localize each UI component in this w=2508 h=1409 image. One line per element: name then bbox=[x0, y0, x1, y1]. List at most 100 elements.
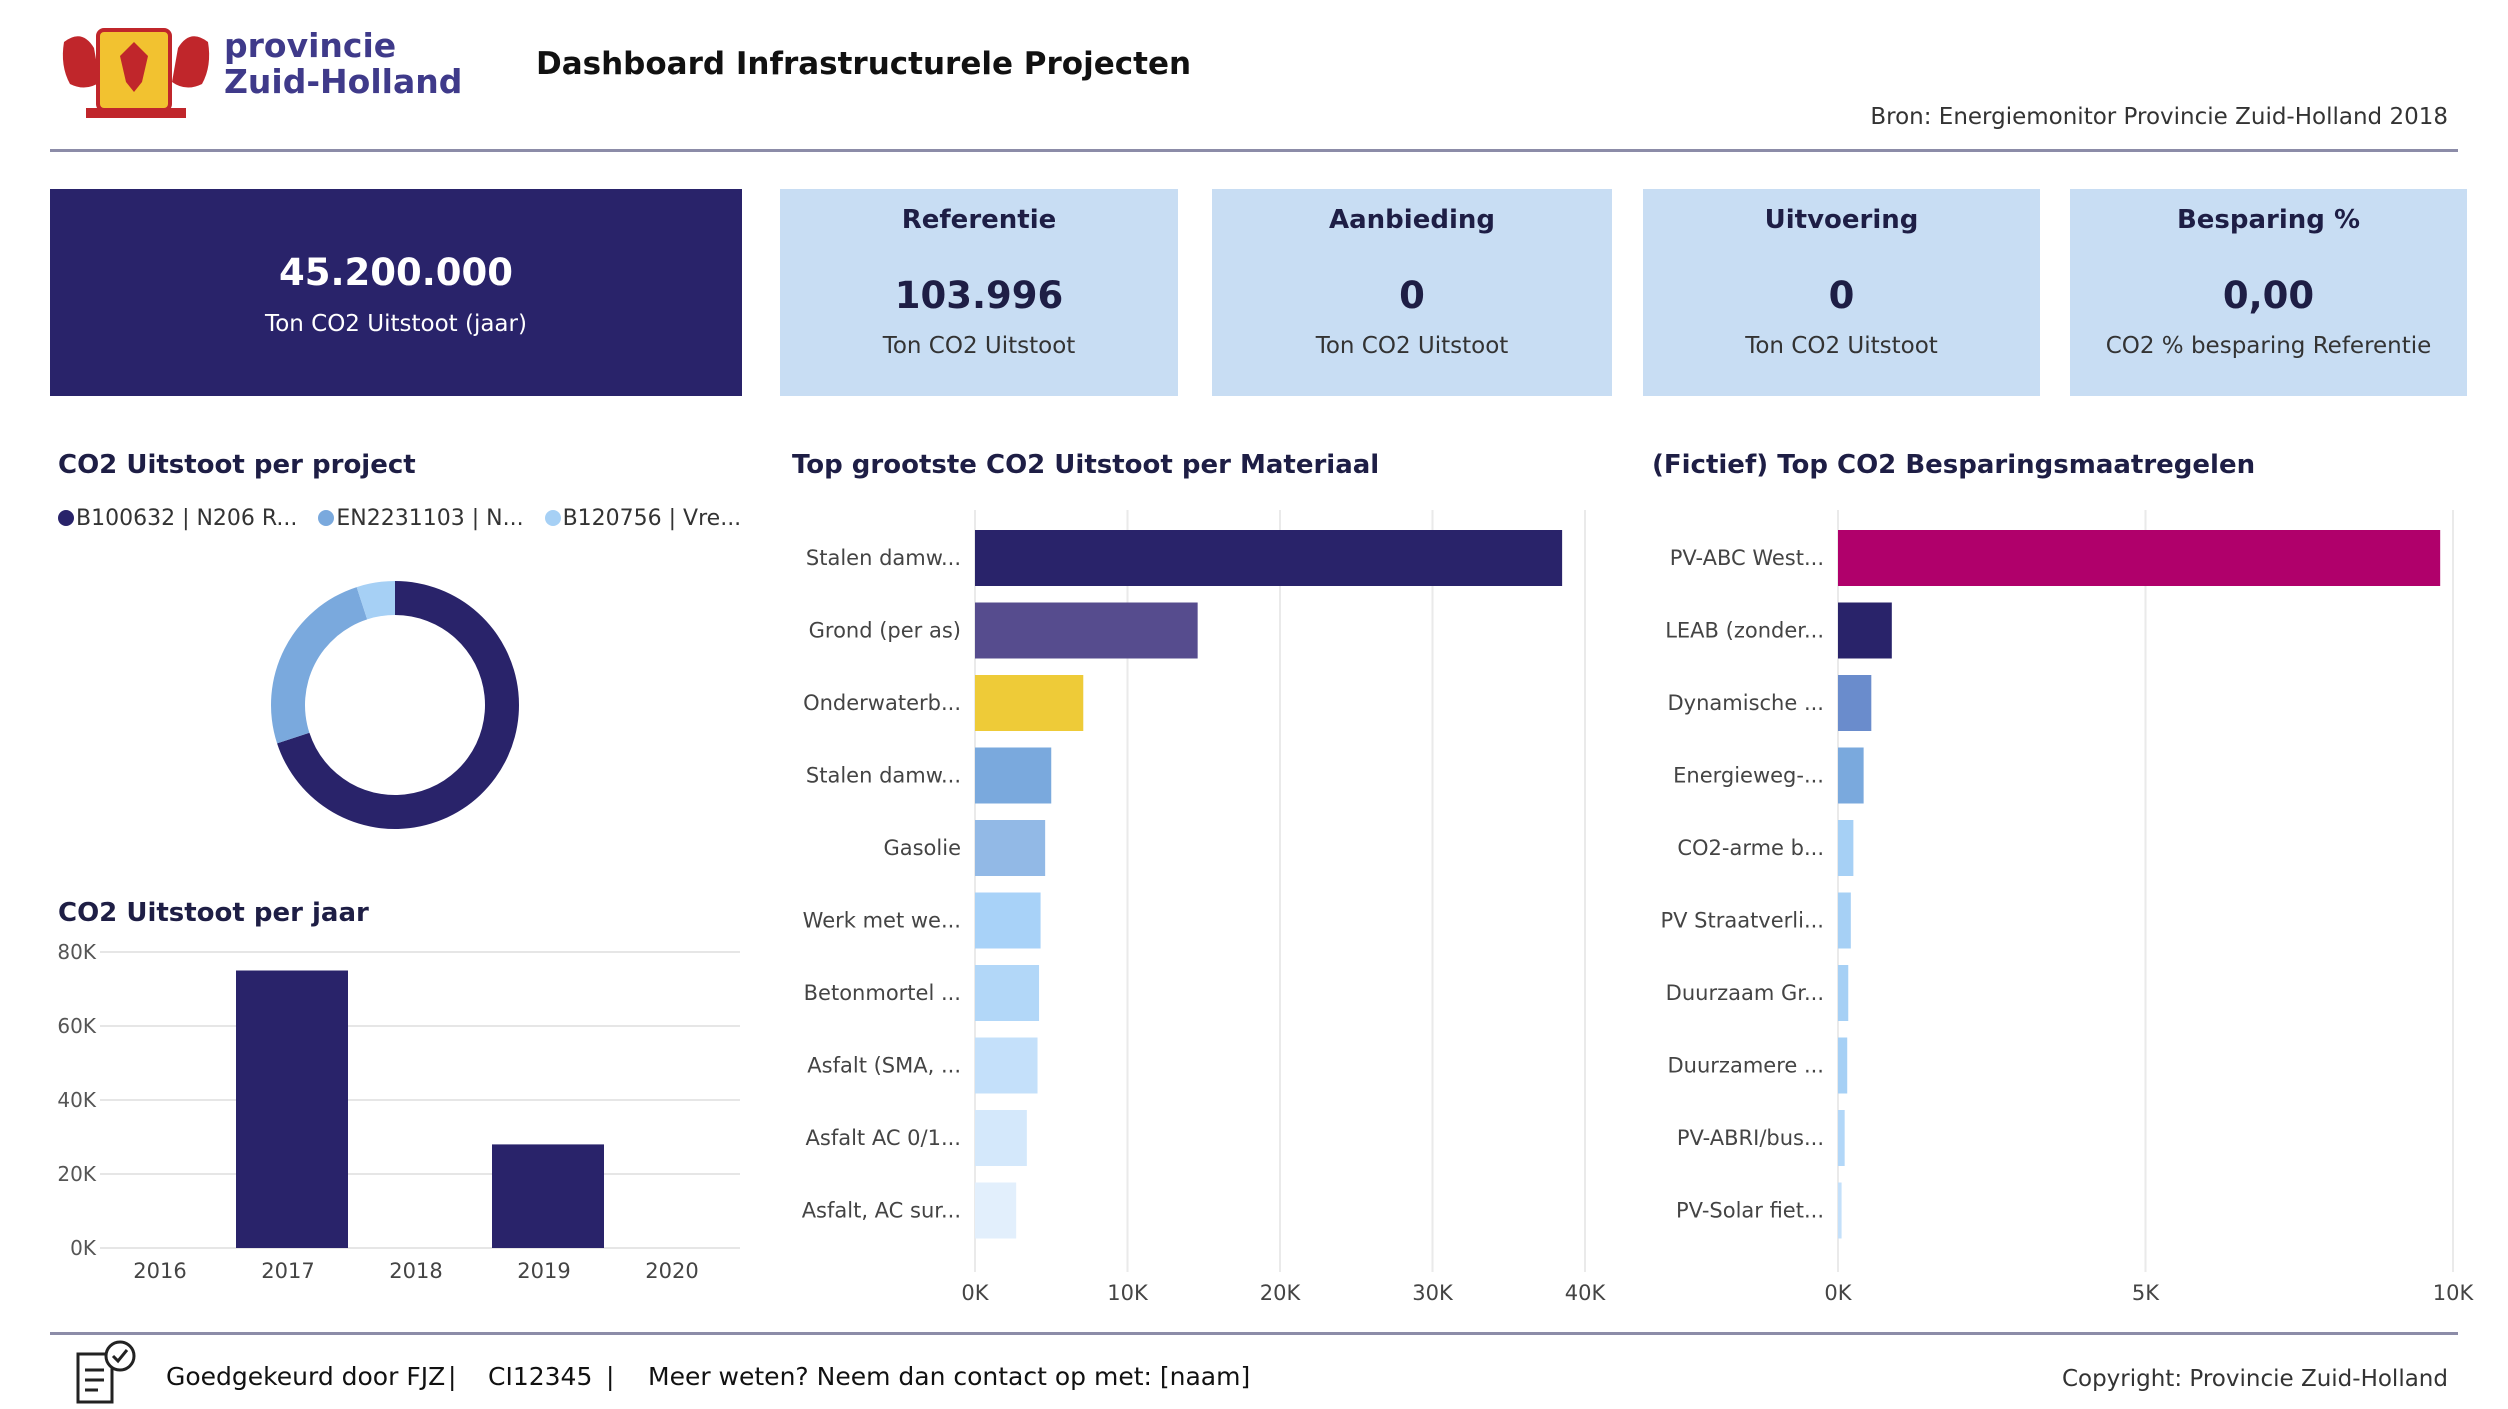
donut-slice bbox=[271, 587, 368, 744]
kpi-title: Aanbieding bbox=[1329, 205, 1495, 235]
source-note: Bron: Energiemonitor Provincie Zuid-Holl… bbox=[1870, 104, 2448, 130]
x-tick-label: 2018 bbox=[389, 1259, 442, 1283]
bar-item[interactable] bbox=[1838, 820, 1854, 876]
kpi-total-emission: 45.200.000 Ton CO2 Uitstoot (jaar) bbox=[50, 189, 742, 396]
header-divider bbox=[50, 149, 2458, 152]
x-tick-label: 40K bbox=[1565, 1281, 1607, 1305]
bar-item[interactable] bbox=[1838, 965, 1849, 1021]
kpi-label: Ton CO2 Uitstoot bbox=[1745, 333, 1938, 359]
kpi-label: CO2 % besparing Referentie bbox=[2105, 333, 2432, 359]
legend-dot bbox=[58, 510, 74, 526]
bar-item[interactable] bbox=[975, 530, 1563, 586]
legend-item[interactable]: B100632 | N206 R... bbox=[58, 506, 297, 531]
y-tick-label: 20K bbox=[57, 1162, 96, 1186]
kpi-label: Ton CO2 Uitstoot bbox=[882, 333, 1076, 359]
kpi-total-label: Ton CO2 Uitstoot (jaar) bbox=[265, 311, 527, 337]
bar-label[interactable]: CO2-arme b... bbox=[1677, 836, 1824, 860]
kpi-aanbieding: Aanbieding 0 Ton CO2 Uitstoot bbox=[1212, 189, 1612, 396]
kpi-total-value: 45.200.000 bbox=[278, 251, 514, 294]
x-tick-label: 30K bbox=[1412, 1281, 1454, 1305]
legend-dot bbox=[544, 510, 561, 526]
savings-chart-title: (Fictief) Top CO2 Besparingsmaatregelen bbox=[1652, 450, 2256, 480]
legend-item[interactable]: B120756 | Vre... bbox=[544, 506, 741, 531]
bar-label[interactable]: Energieweg-... bbox=[1673, 764, 1824, 788]
bar-label[interactable]: Grond (per as) bbox=[809, 619, 961, 643]
bar-item[interactable] bbox=[975, 820, 1046, 876]
bar-label[interactable]: Duurzaam Gr... bbox=[1666, 981, 1824, 1005]
y-tick-label: 80K bbox=[57, 940, 96, 964]
donut-chart[interactable] bbox=[260, 570, 530, 840]
bar-item[interactable] bbox=[1838, 530, 2441, 586]
x-tick-label: 0K bbox=[1824, 1281, 1852, 1305]
footer-separator: | bbox=[448, 1362, 457, 1391]
year-bar-chart[interactable]: 0K 20K 40K 60K 80K 2016 2017 2018 2019 2020 bbox=[40, 930, 750, 1300]
kpi-label: Ton CO2 Uitstoot bbox=[1315, 333, 1509, 359]
bar-year[interactable] bbox=[236, 970, 348, 1249]
copyright: Copyright: Provincie Zuid-Holland bbox=[2061, 1366, 2448, 1392]
kpi-value: 103.996 bbox=[894, 274, 1064, 317]
bar-item[interactable] bbox=[975, 892, 1041, 949]
bar-item[interactable] bbox=[1838, 675, 1872, 731]
bar-label[interactable]: PV-ABRI/bus... bbox=[1677, 1126, 1824, 1150]
footer-divider bbox=[50, 1332, 2458, 1335]
bar-item[interactable] bbox=[1838, 1182, 1842, 1239]
bar-label[interactable]: Onderwaterb... bbox=[803, 691, 961, 715]
bar-item[interactable] bbox=[975, 747, 1052, 804]
bar-item[interactable] bbox=[1838, 1037, 1848, 1094]
bar-item[interactable] bbox=[1838, 892, 1851, 949]
bar-label[interactable]: Dynamische ... bbox=[1668, 691, 1825, 715]
bar-item[interactable] bbox=[975, 675, 1084, 731]
bar-label[interactable]: PV Straatverli... bbox=[1660, 909, 1824, 933]
bar-label[interactable]: Stalen damw... bbox=[806, 764, 961, 788]
x-tick-label: 2019 bbox=[517, 1259, 570, 1283]
donut-chart-title: CO2 Uitstoot per project bbox=[58, 450, 416, 480]
bar-label[interactable]: Werk met we... bbox=[803, 909, 961, 933]
legend-item[interactable]: EN2231103 | N... bbox=[318, 506, 524, 531]
bar-item[interactable] bbox=[975, 602, 1198, 659]
bar-item[interactable] bbox=[1838, 747, 1864, 804]
bar-label[interactable]: PV-Solar fiet... bbox=[1676, 1199, 1824, 1223]
bar-label[interactable]: Duurzamere ... bbox=[1668, 1054, 1825, 1078]
bar-item[interactable] bbox=[975, 1110, 1027, 1166]
year-chart-title: CO2 Uitstoot per jaar bbox=[58, 898, 369, 928]
x-tick-label: 2017 bbox=[261, 1259, 314, 1283]
bar-item[interactable] bbox=[975, 965, 1040, 1021]
bar-year[interactable] bbox=[492, 1144, 604, 1248]
bar-item[interactable] bbox=[1838, 1110, 1845, 1166]
bar-item[interactable] bbox=[1838, 602, 1892, 659]
contact-text: Meer weten? Neem dan contact op met: [na… bbox=[648, 1362, 1251, 1391]
bar-label[interactable]: Asfalt, AC sur... bbox=[802, 1199, 961, 1223]
x-tick-label: 10K bbox=[2433, 1281, 2475, 1305]
kpi-referentie: Referentie 103.996 Ton CO2 Uitstoot bbox=[780, 189, 1178, 396]
y-tick-label: 0K bbox=[70, 1236, 97, 1260]
x-tick-label: 20K bbox=[1260, 1281, 1302, 1305]
x-tick-label: 0K bbox=[961, 1281, 989, 1305]
bar-item[interactable] bbox=[975, 1037, 1038, 1094]
x-tick-label: 2020 bbox=[645, 1259, 698, 1283]
legend-dot bbox=[318, 510, 335, 526]
kpi-title: Referentie bbox=[901, 205, 1057, 235]
y-tick-label: 40K bbox=[57, 1088, 96, 1112]
bar-label[interactable]: Betonmortel ... bbox=[804, 981, 961, 1005]
bar-label[interactable]: Gasolie bbox=[883, 836, 961, 860]
bar-label[interactable]: LEAB (zonder... bbox=[1665, 619, 1824, 643]
bar-label[interactable]: Stalen damw... bbox=[806, 546, 961, 570]
y-tick-label: 60K bbox=[57, 1014, 96, 1038]
bar-label[interactable]: PV-ABC West... bbox=[1670, 546, 1824, 570]
page-title: Dashboard Infrastructurele Projecten bbox=[536, 46, 1192, 82]
savings-bar-chart[interactable]: 0K 5K 10K PV-ABC West... LEAB (zonder... Dyna… bbox=[1650, 500, 2480, 1320]
bar-label[interactable]: Asfalt (SMA, ... bbox=[807, 1054, 961, 1078]
kpi-title: Uitvoering bbox=[1764, 205, 1919, 235]
bar-label[interactable]: Asfalt AC 0/1... bbox=[806, 1126, 961, 1150]
footer-separator: | bbox=[606, 1362, 615, 1391]
province-name: provincie Zuid-Holland bbox=[224, 26, 463, 101]
x-tick-label: 10K bbox=[1107, 1281, 1149, 1305]
kpi-value: 0,00 bbox=[2222, 274, 2315, 317]
kpi-value: 0 bbox=[1399, 274, 1425, 317]
donut-legend[interactable]: B100632 | N206 R... EN2231103 | N... B12… bbox=[58, 506, 741, 531]
x-tick-label: 2016 bbox=[133, 1259, 186, 1283]
approved-by: Goedgekeurd door FJZ bbox=[166, 1362, 446, 1391]
material-bar-chart[interactable]: 0K 10K 20K 30K 40K Stalen damw... Grond (per a… bbox=[790, 500, 1620, 1320]
kpi-value: 0 bbox=[1828, 274, 1855, 317]
bar-item[interactable] bbox=[975, 1182, 1017, 1239]
